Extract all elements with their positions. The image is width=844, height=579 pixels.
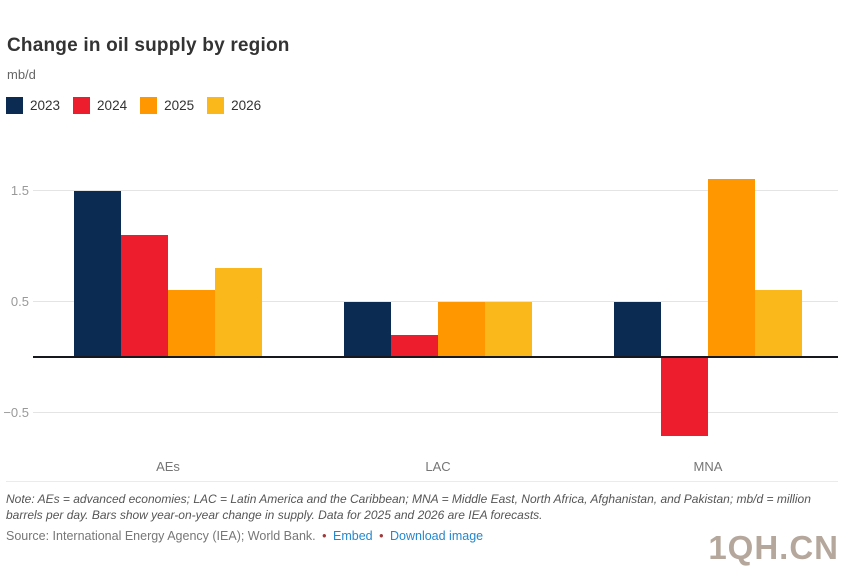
gridline	[33, 190, 838, 191]
legend-label: 2026	[231, 98, 262, 113]
x-category-label: LAC	[425, 459, 451, 474]
legend-label: 2023	[30, 98, 61, 113]
bar-2026-AEs	[215, 268, 262, 357]
source-text: Source: International Energy Agency (IEA…	[6, 529, 316, 543]
bar-2025-MNA	[708, 179, 755, 357]
x-category-label: AEs	[156, 459, 180, 474]
footnote: Note: AEs = advanced economies; LAC = La…	[6, 492, 811, 522]
legend-swatch-icon	[73, 97, 91, 114]
legend-label: 2025	[164, 98, 195, 113]
bar-2023-MNA	[614, 301, 661, 357]
chart-footer: Note: AEs = advanced economies; LAC = La…	[6, 481, 838, 543]
bar-2023-AEs	[74, 190, 121, 357]
bar-2023-LAC	[344, 301, 391, 357]
legend-item-2026: 2026	[207, 97, 261, 114]
separator-bullet: •	[322, 529, 327, 543]
bar-2026-MNA	[755, 290, 802, 357]
y-tick-label: −0.5	[3, 404, 29, 420]
legend-swatch-icon	[140, 97, 158, 114]
bar-2026-LAC	[485, 301, 532, 357]
gridline	[33, 301, 838, 302]
bar-2025-LAC	[438, 301, 485, 357]
x-axis-line	[33, 356, 838, 358]
legend-item-2024: 2024	[73, 97, 127, 114]
bar-2025-AEs	[168, 290, 215, 357]
embed-link[interactable]: Embed	[333, 529, 373, 543]
legend-label: 2024	[97, 98, 128, 113]
download-image-link[interactable]: Download image	[389, 529, 484, 543]
y-axis-unit-label: mb/d	[7, 67, 36, 82]
bar-2024-LAC	[391, 334, 438, 357]
separator-bullet: •	[379, 529, 384, 543]
gridline	[33, 412, 838, 413]
bar-2024-MNA	[661, 358, 708, 436]
legend: 2023 2024 2025 2026	[6, 97, 261, 114]
watermark: 1QH.CN	[708, 529, 839, 566]
y-tick-label: 1.5	[10, 182, 29, 198]
legend-swatch-icon	[207, 97, 225, 114]
page-title: Change in oil supply by region	[7, 35, 290, 56]
bar-2024-AEs	[121, 234, 168, 357]
source-line: Source: International Energy Agency (IEA…	[6, 529, 838, 543]
legend-item-2025: 2025	[140, 97, 194, 114]
x-category-label: MNA	[693, 459, 723, 474]
legend-item-2023: 2023	[6, 97, 60, 114]
y-tick-label: 0.5	[10, 293, 29, 309]
legend-swatch-icon	[6, 97, 23, 114]
